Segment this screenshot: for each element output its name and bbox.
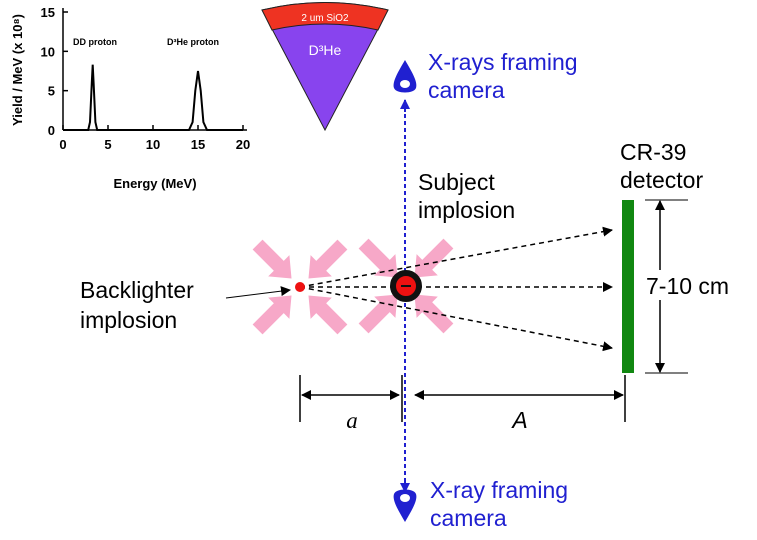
camera-label: X-rays framing <box>428 49 578 75</box>
x-tick-label: 10 <box>146 137 160 152</box>
inset-chart: 0 5 10 15 20 0 5 10 15 <box>41 5 251 152</box>
x-tick-label: 15 <box>191 137 205 152</box>
backlighter <box>295 282 305 292</box>
camera-label: camera <box>428 77 505 103</box>
camera-lens <box>400 494 410 502</box>
camera-label: X-ray framing <box>430 477 568 503</box>
subject-label: Subject <box>418 169 495 195</box>
y-tick-label: 10 <box>41 44 55 59</box>
camera-icon <box>393 489 417 522</box>
drive-arrow <box>252 239 292 279</box>
x-tick-label: 20 <box>236 137 250 152</box>
annotation: DD proton <box>73 37 117 47</box>
drive-arrow <box>252 295 292 335</box>
y-axis-label: Yield / MeV (x 10⁸) <box>10 14 25 126</box>
x-axis-label: Energy (MeV) <box>113 176 196 191</box>
fill-label: D³He <box>309 42 342 58</box>
drive-arrow <box>414 238 454 278</box>
subject-label: implosion <box>418 197 515 223</box>
y-tick-label: 0 <box>48 123 55 138</box>
proton-path <box>299 226 613 288</box>
distance-label: A <box>510 407 527 433</box>
camera-icon <box>393 60 417 93</box>
detector-label: detector <box>620 167 703 193</box>
detector <box>622 200 634 373</box>
backlighter-label: Backlighter <box>80 277 194 303</box>
spectrum-line <box>63 64 243 131</box>
drive-arrow <box>358 238 398 278</box>
label-bg <box>644 272 754 300</box>
pointer <box>225 286 291 299</box>
detector-label: CR-39 <box>620 139 686 165</box>
drive-arrow <box>308 239 348 279</box>
target-shell <box>261 2 389 31</box>
annotation: D³He proton <box>167 37 219 47</box>
distance-label: a <box>346 408 358 433</box>
camera-lens <box>400 80 410 88</box>
x-tick-label: 5 <box>104 137 111 152</box>
camera-label: camera <box>430 505 507 531</box>
y-tick-label: 5 <box>48 84 55 99</box>
drive-arrow <box>308 295 348 335</box>
drive-arrow <box>358 294 398 334</box>
detector-size: 7-10 cm <box>646 273 729 299</box>
x-tick-label: 0 <box>59 137 66 152</box>
proton-path <box>299 286 613 352</box>
shell-label: 2 um SiO2 <box>301 13 349 24</box>
y-tick-label: 15 <box>41 5 55 20</box>
backlighter-label: implosion <box>80 307 177 333</box>
